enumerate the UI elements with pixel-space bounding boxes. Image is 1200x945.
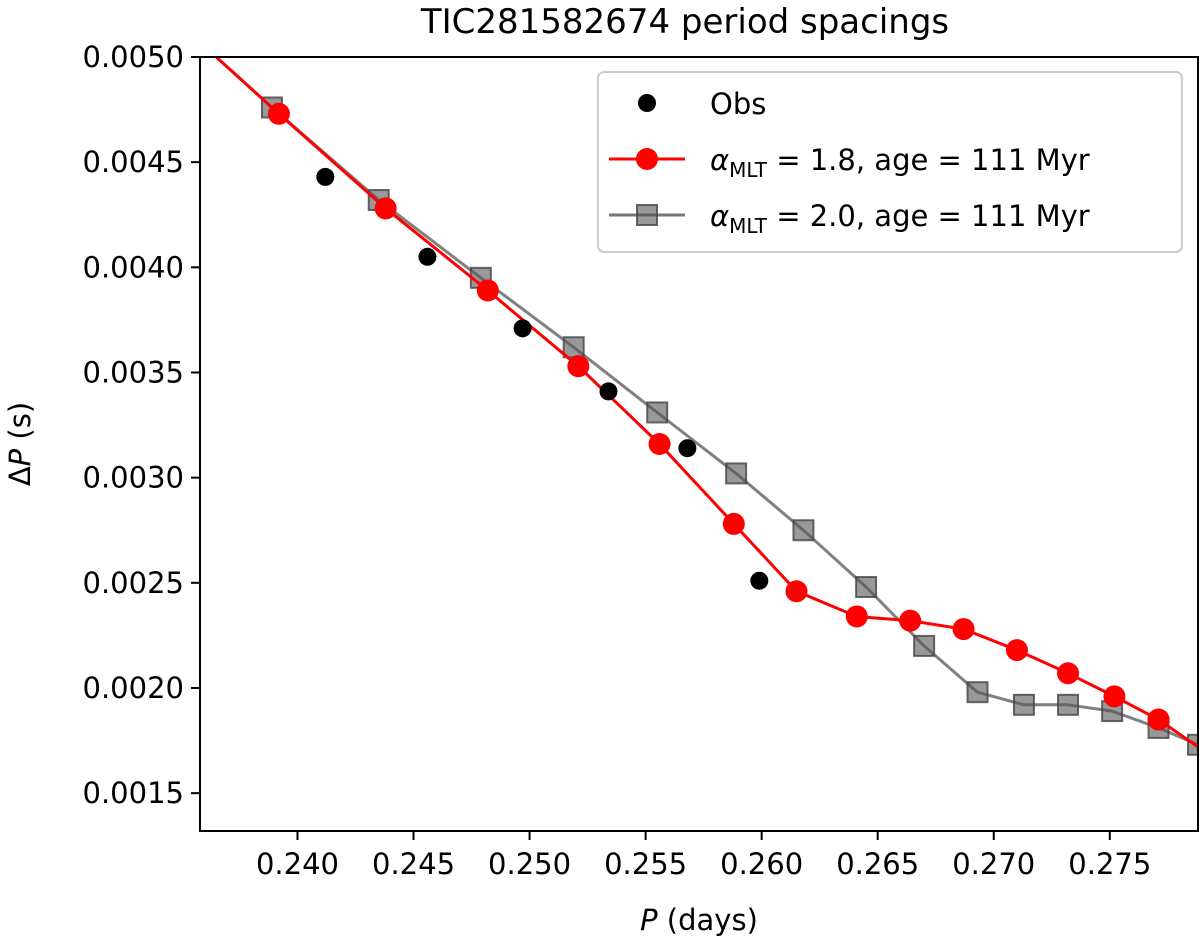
x-tick-label: 0.265 <box>836 847 919 881</box>
legend-marker-alpha20 <box>636 204 658 226</box>
data-point <box>476 279 499 302</box>
legend-marker-alpha18 <box>636 148 658 170</box>
x-axis-label: P (days) <box>640 903 758 937</box>
y-axis: 0.0015 0.0020 0.0025 0.0030 0.0035 0.0040 0.00… <box>83 40 200 810</box>
y-tick-label: 0.0020 <box>83 671 184 705</box>
y-axis-label-delta: Δ <box>3 466 37 486</box>
y-axis-label-unit: (s) <box>3 402 37 449</box>
data-point <box>599 382 618 401</box>
data-point <box>750 571 769 590</box>
data-point <box>855 576 878 599</box>
series-0 <box>316 167 769 590</box>
data-point <box>899 609 922 632</box>
plot-frame <box>199 56 1199 832</box>
data-point <box>722 512 745 535</box>
legend-box <box>597 71 1183 253</box>
x-tick-label: 0.245 <box>372 847 455 881</box>
data-point <box>913 634 936 657</box>
data-point <box>562 336 585 359</box>
x-axis-label-unit: (days) <box>658 903 758 937</box>
y-tick-label: 0.0050 <box>83 40 184 74</box>
data-point <box>1005 639 1028 662</box>
y-tick-label: 0.0045 <box>83 145 184 179</box>
data-point <box>648 433 671 455</box>
series-line-1 <box>213 57 1198 749</box>
x-axis-label-symbol: P <box>640 903 658 937</box>
data-point <box>1103 685 1126 708</box>
data-point <box>1012 693 1035 716</box>
series-layer <box>213 57 1198 756</box>
y-tick-label: 0.0040 <box>83 250 184 284</box>
data-point <box>567 355 590 378</box>
data-point <box>845 605 868 628</box>
data-point <box>513 319 532 338</box>
series-line-2 <box>213 57 1198 747</box>
legend-label-alpha20: αMLT = 2.0, age = 111 Myr <box>710 199 1090 238</box>
x-tick-label: 0.270 <box>952 847 1035 881</box>
data-point <box>678 439 697 458</box>
x-tick-label: 0.255 <box>604 847 687 881</box>
data-point <box>952 618 975 641</box>
x-tick-label: 0.260 <box>720 847 803 881</box>
legend-label-alpha18: αMLT = 1.8, age = 111 Myr <box>710 143 1090 182</box>
x-tick-label: 0.275 <box>1068 847 1151 881</box>
data-point <box>725 462 748 485</box>
data-point <box>785 580 808 603</box>
data-point <box>1057 662 1080 685</box>
legend-label-obs: Obs <box>710 87 766 121</box>
data-point <box>1057 693 1080 716</box>
legend: Obs αMLT = 1.8, age = 111 Myr αMLT = 2.0… <box>597 71 1183 253</box>
y-tick-label: 0.0025 <box>83 566 184 600</box>
data-point <box>316 167 335 186</box>
y-tick-label: 0.0030 <box>83 461 184 495</box>
data-point <box>418 247 437 266</box>
series-1 <box>213 57 1198 749</box>
data-point <box>966 681 989 704</box>
x-axis: 0.240 0.245 0.250 0.255 0.260 0.265 0.270 0.275 <box>256 831 1151 881</box>
y-axis-label-symbol: P <box>3 448 37 466</box>
chart-title: TIC281582674 period spacings <box>420 2 949 42</box>
legend-marker-obs <box>638 94 656 112</box>
data-point <box>792 519 815 542</box>
data-point <box>374 197 397 220</box>
x-tick-label: 0.250 <box>488 847 571 881</box>
data-point <box>1147 708 1170 731</box>
data-point <box>646 401 669 424</box>
y-axis-label: ΔP (s) <box>3 402 37 486</box>
x-tick-label: 0.240 <box>256 847 339 881</box>
data-point <box>267 102 290 125</box>
y-tick-label: 0.0035 <box>83 355 184 389</box>
y-tick-label: 0.0015 <box>83 776 184 810</box>
